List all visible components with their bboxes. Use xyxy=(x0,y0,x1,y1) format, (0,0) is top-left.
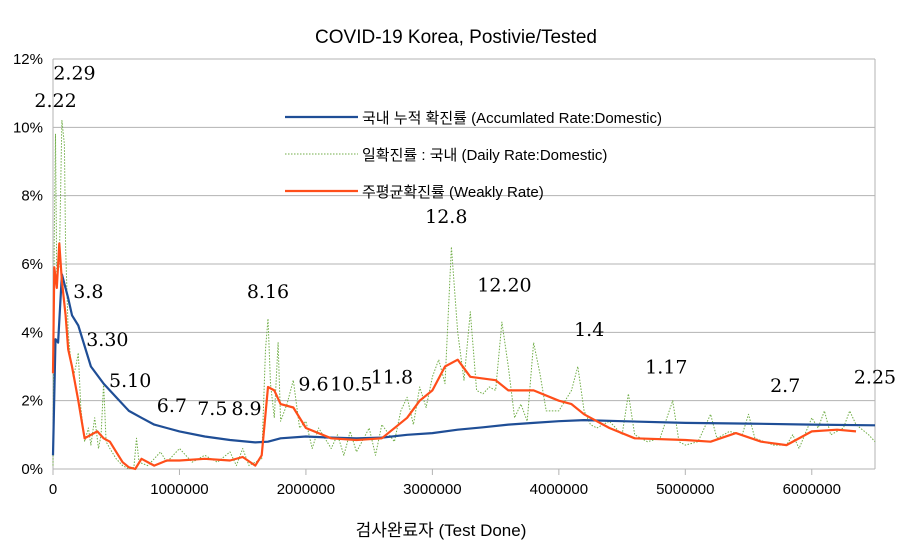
series-line-2 xyxy=(51,242,857,471)
series-lines xyxy=(51,120,876,471)
annotation-label: 3.30 xyxy=(86,329,128,351)
x-tick-label: 1000000 xyxy=(150,481,208,498)
gridlines xyxy=(52,58,876,475)
series-line-1 xyxy=(52,120,876,470)
annotation-label: 8.9 xyxy=(231,398,261,420)
annotation-label: 3.8 xyxy=(73,281,103,303)
annotation-label: 6.7 xyxy=(157,395,187,417)
annotation-label: 1.17 xyxy=(645,356,687,378)
series-line-0 xyxy=(51,273,876,456)
annotation-label: 8.16 xyxy=(247,281,289,303)
x-axis: 0 1000000 2000000 3000000 4000000 5000000 6000… xyxy=(49,469,841,498)
annotation-label: 5.10 xyxy=(109,370,151,392)
annotation-label: 12.20 xyxy=(477,274,531,296)
y-tick-label: 12% xyxy=(13,51,43,68)
annotation-label: 12.8 xyxy=(425,206,467,228)
annotation-label: 1.4 xyxy=(574,319,604,341)
y-tick-label: 4% xyxy=(21,324,43,341)
x-tick-label: 5000000 xyxy=(656,481,714,498)
y-tick-label: 10% xyxy=(13,119,43,136)
legend: 국내 누적 확진률 (Accumlated Rate:Domestic) 일확진률… xyxy=(285,110,662,201)
x-axis-label: 검사완료자 (Test Done) xyxy=(356,521,527,540)
annotations: 2.222.293.83.305.106.7 7.5 8.98.169.6 10.51… xyxy=(34,63,896,421)
annotation-label: 11.8 xyxy=(371,367,413,389)
y-tick-label: 2% xyxy=(21,393,43,410)
annotation-label: 2.7 xyxy=(770,375,800,397)
chart-title: COVID-19 Korea, Postivie/Tested xyxy=(315,27,597,48)
legend-entry-1: 일확진률 : 국내 (Daily Rate:Domestic) xyxy=(362,147,607,164)
y-tick-label: 8% xyxy=(21,188,43,205)
x-tick-label: 4000000 xyxy=(530,481,588,498)
annotation-label: 9.6 xyxy=(298,373,328,395)
annotation-label: 2.29 xyxy=(53,63,95,85)
x-tick-label: 0 xyxy=(49,481,57,498)
y-tick-label: 6% xyxy=(21,256,43,273)
y-tick-label: 0% xyxy=(21,461,43,478)
annotation-label: 2.22 xyxy=(34,90,76,112)
legend-entry-0: 국내 누적 확진률 (Accumlated Rate:Domestic) xyxy=(362,110,662,127)
annotation-label: 2.25 xyxy=(854,367,896,389)
y-axis: 0% 2% 4% 6% 8% 10% 12% xyxy=(13,51,43,478)
x-tick-label: 2000000 xyxy=(277,481,335,498)
legend-entry-2: 주평균확진률 (Weakly Rate) xyxy=(362,184,544,201)
annotation-label: 10.5 xyxy=(330,373,372,395)
x-tick-label: 3000000 xyxy=(403,481,461,498)
annotation-label: 7.5 xyxy=(197,398,227,420)
x-tick-label: 6000000 xyxy=(783,481,841,498)
